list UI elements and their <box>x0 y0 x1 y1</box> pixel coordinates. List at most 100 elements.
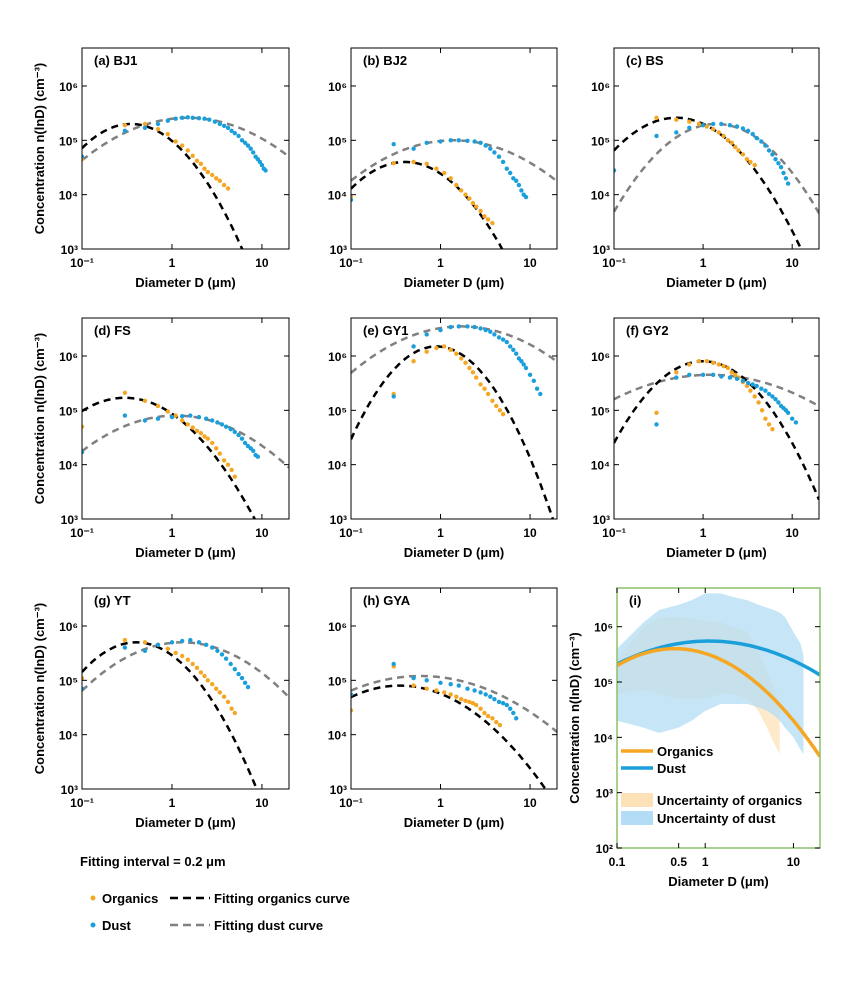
y-tick-label: 10⁴ <box>328 459 347 473</box>
fit-organics-curve <box>82 641 259 789</box>
organics-point <box>474 375 479 380</box>
dust-point <box>500 159 506 165</box>
dust-point <box>424 678 429 683</box>
organics-point <box>194 158 200 163</box>
organics-point <box>190 425 195 430</box>
dust-point <box>228 427 233 432</box>
dust-point <box>424 332 429 337</box>
dust-point <box>219 652 225 657</box>
dust-point <box>155 416 161 421</box>
legend-label: Organics <box>657 744 713 759</box>
fit-organics-curve <box>614 360 819 501</box>
dust-point <box>236 671 241 677</box>
organics-point <box>221 694 227 699</box>
organics-point <box>424 686 429 691</box>
y-tick-label: 10³ <box>330 243 347 257</box>
panel-title: (g) YT <box>94 593 131 608</box>
dust-point <box>142 418 148 423</box>
plot-frame <box>81 47 290 250</box>
organics-point <box>351 708 354 713</box>
x-tick-label: 1 <box>169 526 176 540</box>
organics-point <box>434 688 439 693</box>
dust-point <box>223 656 229 661</box>
panel-title: (i) <box>629 593 641 608</box>
organics-point <box>155 127 161 132</box>
y-tick-label: 10⁶ <box>328 80 347 94</box>
dust-point <box>155 121 161 127</box>
dust-point <box>488 329 493 334</box>
dust-point <box>142 125 148 130</box>
organics-point <box>214 686 219 691</box>
dust-point <box>210 645 215 650</box>
dust-point <box>242 680 248 685</box>
organics-point <box>490 398 495 403</box>
y-tick-label: 10⁴ <box>328 729 347 743</box>
dust-point <box>750 131 755 137</box>
plot-area <box>82 115 289 249</box>
plot-area <box>351 661 557 789</box>
y-tick-label: 10³ <box>330 783 347 797</box>
organics-point <box>482 710 487 716</box>
dust-point <box>478 140 483 145</box>
dust-point <box>500 337 506 342</box>
dust-point <box>508 170 513 176</box>
dust-point <box>766 391 772 397</box>
y-tick-label: 10⁵ <box>328 404 347 418</box>
dust-point <box>180 638 185 644</box>
dust-point <box>776 161 781 166</box>
dust-point <box>483 143 488 148</box>
dust-point <box>82 154 85 159</box>
organics-point <box>198 161 204 166</box>
plot-area <box>351 324 557 519</box>
plot-frame <box>613 47 820 250</box>
dust-point <box>759 139 764 144</box>
fit-organics-curve <box>82 122 244 249</box>
organics-point <box>766 422 772 427</box>
dust-point <box>508 706 513 711</box>
dust-point <box>239 138 245 143</box>
dust-point <box>229 128 234 133</box>
dust-point <box>778 165 784 170</box>
organics-point <box>198 670 204 675</box>
dust-point <box>734 376 740 381</box>
x-tick-label: 10⁻¹ <box>602 256 626 270</box>
fit-organics-curve <box>351 345 555 519</box>
dust-point <box>245 143 251 148</box>
fit-dust-curve <box>351 674 557 733</box>
panel-f: 10⁻¹ 1 10 10³ 10⁴ 10⁵ 10⁶ (f) GY2 Diameter D (μm… <box>591 317 820 560</box>
organics-point <box>142 640 148 645</box>
organics-point <box>463 698 468 703</box>
organics-point <box>391 161 396 166</box>
dust-point <box>496 335 502 340</box>
organics-point <box>467 699 472 705</box>
x-tick-label: 0.5 <box>670 855 687 869</box>
organics-point <box>696 121 702 127</box>
y-tick-label: 10³ <box>593 513 610 527</box>
x-tick-label: 10 <box>255 256 269 270</box>
y-tick-label: 10² <box>596 842 613 856</box>
plot-frame <box>350 47 558 250</box>
dust-point <box>228 661 233 667</box>
panel-title: (f) GY2 <box>626 323 669 338</box>
dust-point <box>236 432 241 438</box>
dust-point <box>763 388 768 393</box>
dust-point <box>251 448 256 453</box>
panel-i-legend: Organics Dust Uncertainty of organics Uncer… <box>621 744 802 826</box>
dust-point <box>700 372 706 377</box>
organics-point <box>711 127 716 132</box>
dust-point <box>263 168 268 173</box>
organics-point <box>205 169 210 175</box>
dust-point <box>351 692 354 697</box>
legend-label: Uncertainty of organics <box>657 793 802 808</box>
y-tick-label: 10⁵ <box>59 674 78 688</box>
organics-point <box>454 351 459 356</box>
dust-point <box>727 123 733 128</box>
fit-dust-curve <box>614 122 819 214</box>
legend-patch <box>621 793 653 807</box>
panel-title: (a) BJ1 <box>94 53 137 68</box>
organics-point <box>654 115 659 121</box>
organics-point <box>725 138 731 143</box>
dust-point <box>122 645 128 650</box>
organics-point <box>474 204 479 209</box>
organics-point <box>490 716 495 721</box>
